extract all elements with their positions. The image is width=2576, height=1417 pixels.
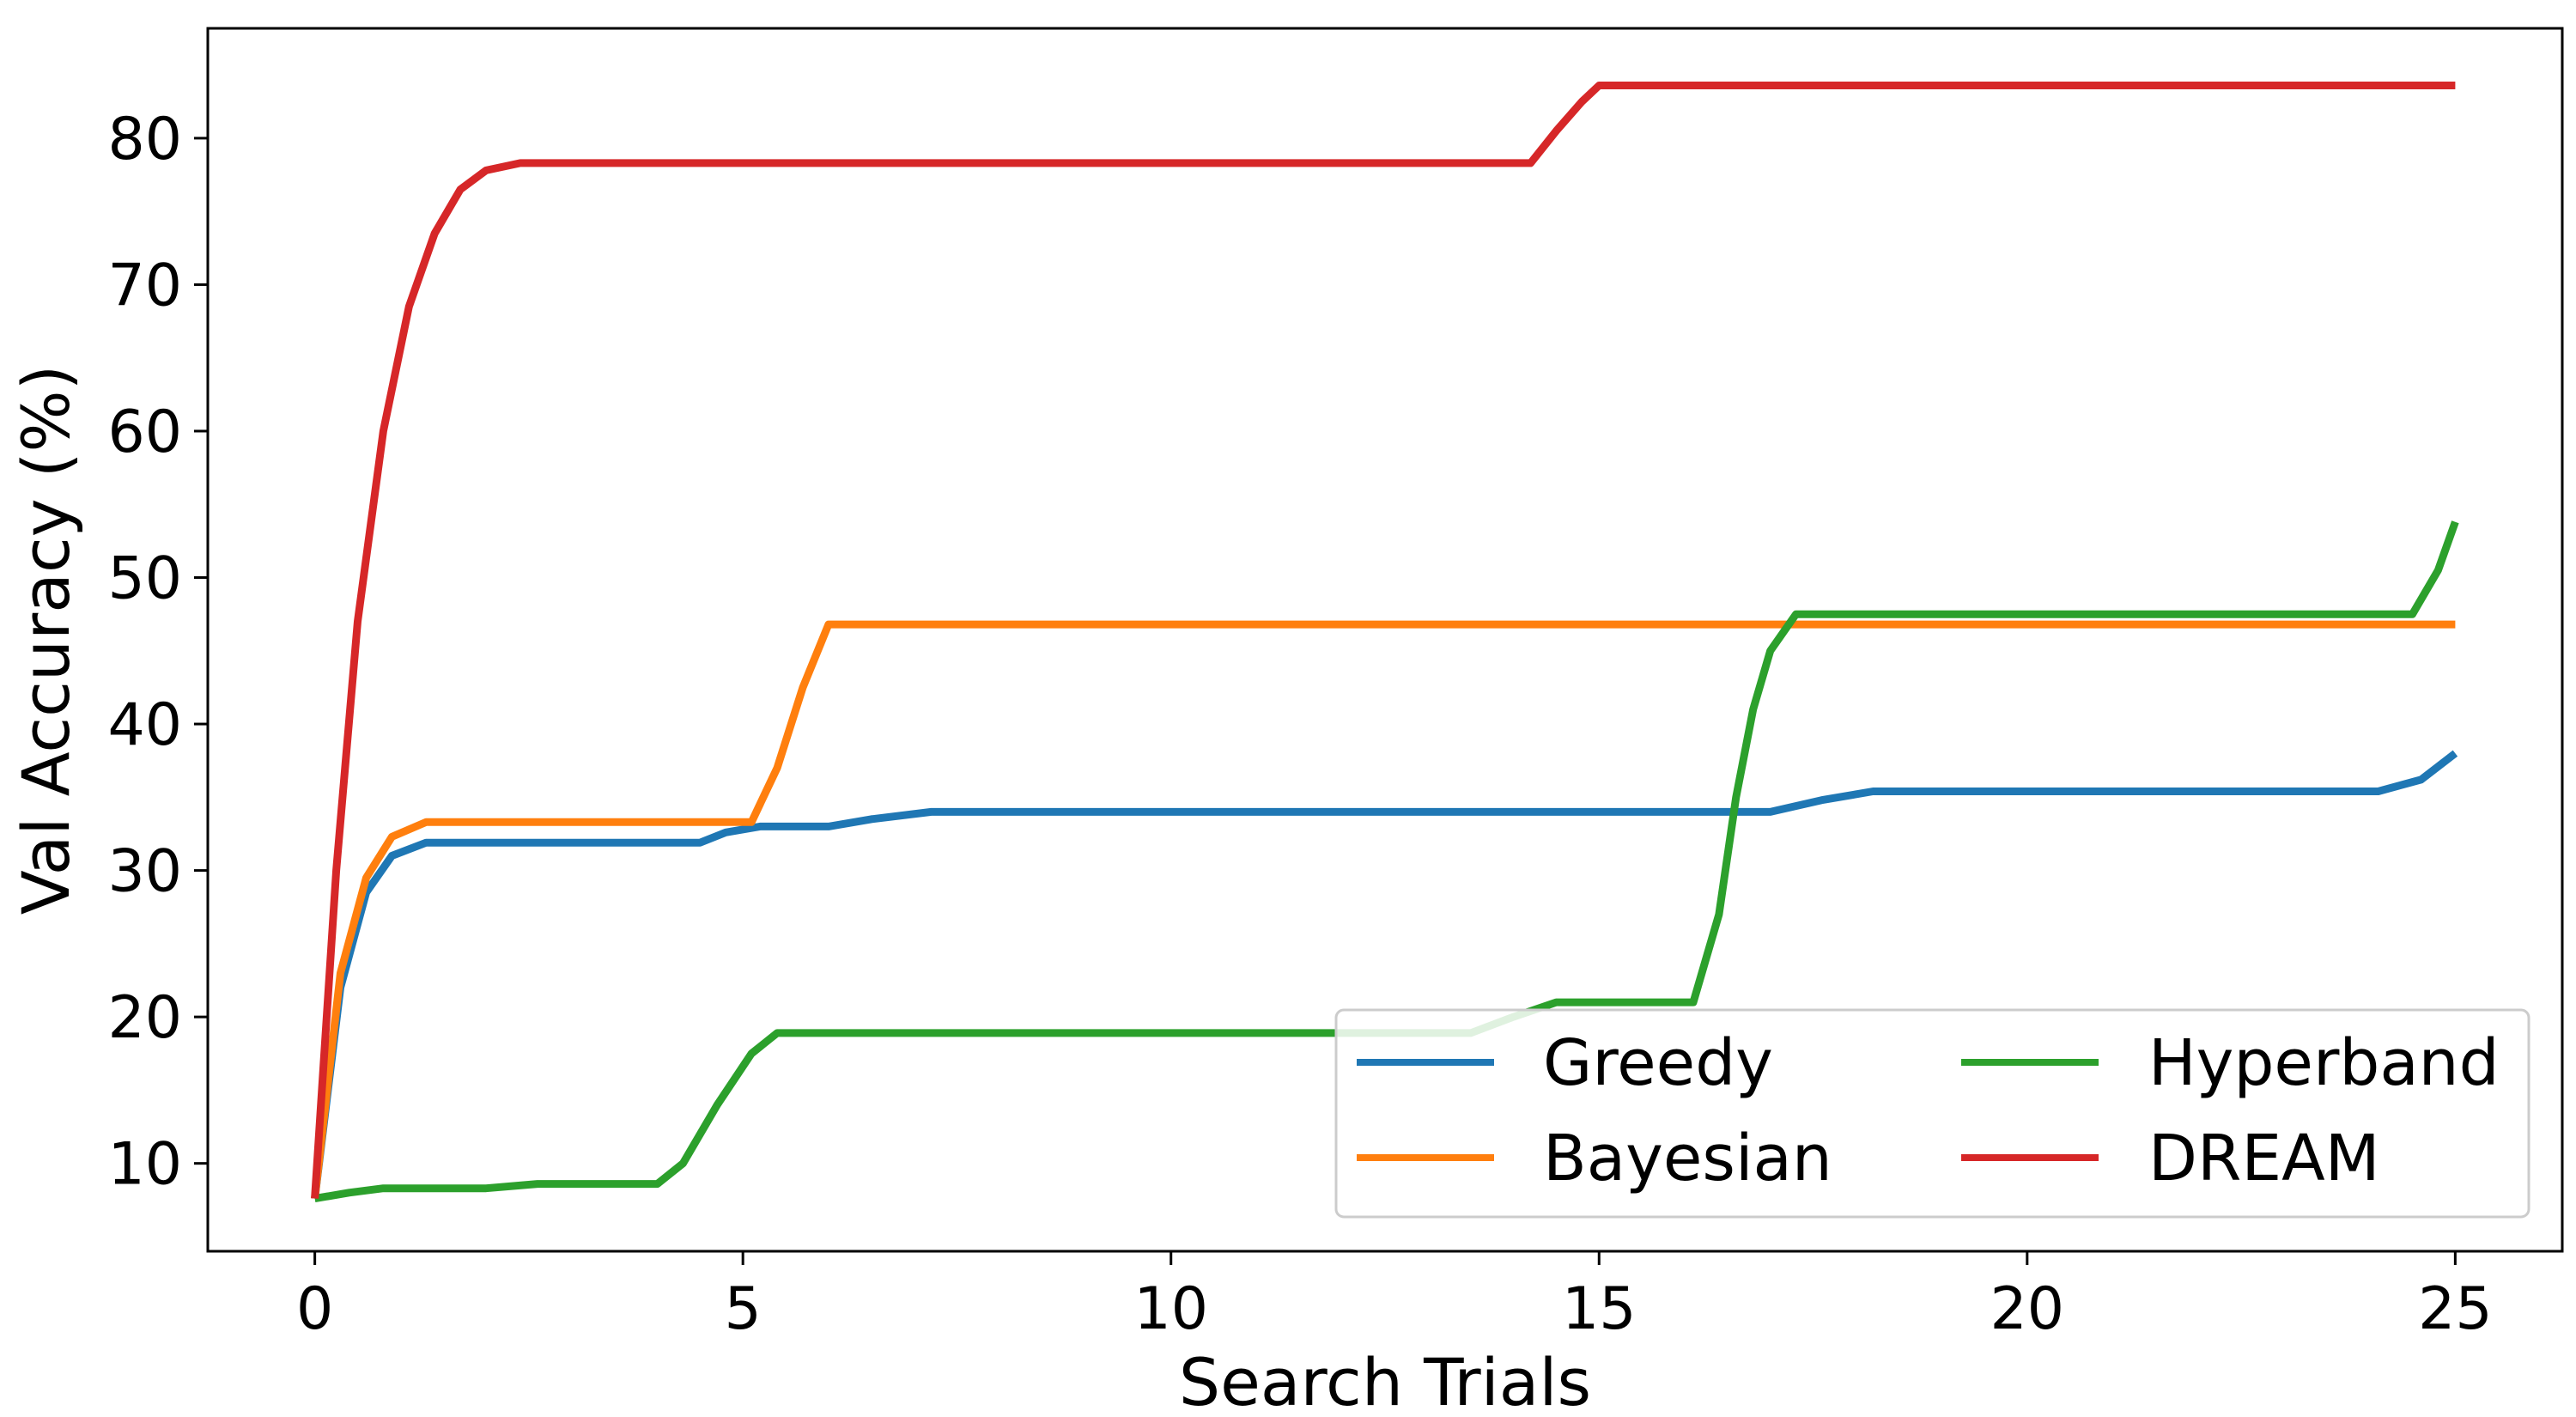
y-axis-title: Val Accuracy (%) <box>8 365 84 915</box>
x-tick-label: 5 <box>725 1275 762 1343</box>
y-axis-ticks: 10 20 30 40 50 60 70 80 <box>107 106 208 1199</box>
x-axis-title: Search Trials <box>1179 1344 1591 1417</box>
x-tick-label: 15 <box>1562 1275 1637 1343</box>
y-tick-label: 70 <box>107 252 182 319</box>
series-line-dream <box>311 82 2456 1199</box>
x-tick-label: 10 <box>1133 1275 1208 1343</box>
legend-label-bayesian: Bayesian <box>1543 1122 1832 1195</box>
x-tick-label: 0 <box>296 1275 333 1343</box>
y-tick-label: 50 <box>107 545 182 613</box>
y-tick-label: 60 <box>107 398 182 466</box>
plot-frame <box>206 27 2564 1253</box>
y-tick-label: 20 <box>107 984 182 1052</box>
legend-box <box>1334 1008 2530 1219</box>
y-tick-label: 40 <box>107 691 182 759</box>
x-tick-label: 25 <box>2418 1275 2493 1343</box>
y-tick-label: 30 <box>107 838 182 906</box>
x-axis-ticks: 0 5 10 15 20 25 <box>296 1251 2493 1343</box>
legend: Greedy Bayesian Hyperband DREAM <box>1334 1008 2530 1219</box>
x-tick-label: 20 <box>1990 1275 2065 1343</box>
y-tick-label: 10 <box>107 1131 182 1199</box>
series-line-greedy <box>311 750 2458 1200</box>
series-line-bayesian <box>311 620 2456 1200</box>
legend-label-greedy: Greedy <box>1543 1026 1773 1100</box>
y-tick-label: 80 <box>107 106 182 173</box>
legend-label-hyperband: Hyperband <box>2148 1026 2500 1100</box>
legend-label-dream: DREAM <box>2148 1122 2380 1195</box>
